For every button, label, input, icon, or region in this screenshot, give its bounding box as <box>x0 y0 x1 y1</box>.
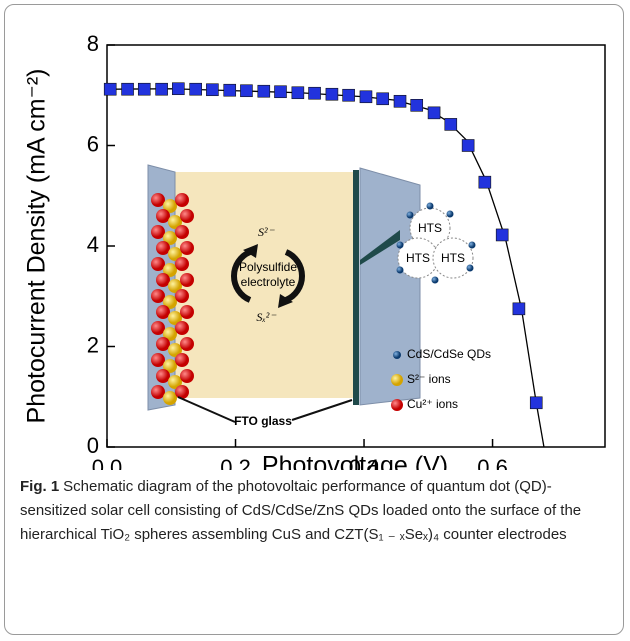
sphere <box>151 321 165 335</box>
figure-caption: Fig. 1Schematic diagram of the photovolt… <box>20 475 612 547</box>
sphere <box>163 391 177 405</box>
sphere <box>151 353 165 367</box>
legend-dot <box>393 351 401 359</box>
pointer <box>292 400 352 420</box>
y-tick-label: 2 <box>87 332 99 357</box>
legend-label: S²⁻ ions <box>407 372 451 386</box>
data-point <box>190 83 202 95</box>
sphere <box>156 369 170 383</box>
data-point <box>292 87 304 99</box>
sphere <box>180 337 194 351</box>
caption-label: Fig. 1 <box>20 478 59 495</box>
sphere <box>156 273 170 287</box>
data-point <box>360 91 372 103</box>
sphere <box>175 225 189 239</box>
data-point <box>428 107 440 119</box>
sphere <box>180 241 194 255</box>
electrolyte-label: Polysulfide <box>239 260 297 274</box>
sphere <box>175 385 189 399</box>
data-point <box>240 85 252 97</box>
data-point <box>530 397 542 409</box>
data-point <box>309 87 321 99</box>
schematic-inset: S²⁻ Polysulfide electrolyte Sₓ²⁻ HTS HTS… <box>148 165 491 428</box>
legend-dot <box>391 374 403 386</box>
electrolyte-label: electrolyte <box>241 275 296 289</box>
sphere <box>175 193 189 207</box>
sphere <box>175 289 189 303</box>
x-tick-label: 0.0 <box>92 455 123 470</box>
ion-label: S²⁻ <box>258 225 276 239</box>
ion-label: Sₓ²⁻ <box>256 310 277 324</box>
x-tick-label: 0.2 <box>220 455 251 470</box>
y-tick-label: 8 <box>87 31 99 56</box>
sphere <box>151 385 165 399</box>
sphere <box>156 337 170 351</box>
data-point <box>274 86 286 98</box>
sphere <box>156 209 170 223</box>
sphere <box>151 257 165 271</box>
data-point <box>343 89 355 101</box>
sphere <box>180 369 194 383</box>
data-point <box>104 83 116 95</box>
hts-label: HTS <box>418 221 442 235</box>
sphere <box>151 193 165 207</box>
data-point <box>445 118 457 130</box>
y-tick-label: 6 <box>87 131 99 156</box>
sphere <box>175 257 189 271</box>
sphere <box>175 353 189 367</box>
chart: S²⁻ Polysulfide electrolyte Sₓ²⁻ HTS HTS… <box>0 0 630 470</box>
pointer <box>178 397 235 422</box>
sphere <box>156 305 170 319</box>
data-point <box>172 83 184 95</box>
data-point <box>411 99 423 111</box>
legend-dot <box>391 399 403 411</box>
hts-label: HTS <box>406 251 430 265</box>
data-point <box>258 85 270 97</box>
sphere <box>151 225 165 239</box>
legend-label: Cu²⁺ ions <box>407 397 458 411</box>
glass-label: FTO glass <box>234 414 292 428</box>
counter-electrode <box>353 170 359 405</box>
data-point <box>224 84 236 96</box>
data-point <box>122 83 134 95</box>
sphere <box>156 241 170 255</box>
legend-label: CdS/CdSe QDs <box>407 347 491 361</box>
data-point <box>394 95 406 107</box>
sphere <box>180 305 194 319</box>
data-point <box>479 176 491 188</box>
sphere <box>175 321 189 335</box>
data-point <box>138 83 150 95</box>
sphere <box>180 209 194 223</box>
hts-label: HTS <box>441 251 465 265</box>
data-point <box>156 83 168 95</box>
y-axis-label: Photocurrent Density (mA cm⁻²) <box>23 69 51 424</box>
data-point <box>462 140 474 152</box>
data-point <box>496 229 508 241</box>
data-point <box>513 303 525 315</box>
y-tick-label: 4 <box>87 232 99 257</box>
data-point <box>206 84 218 96</box>
data-point <box>326 88 338 100</box>
sphere <box>151 289 165 303</box>
sphere <box>180 273 194 287</box>
caption-text: Schematic diagram of the photovoltaic pe… <box>20 478 581 543</box>
counter-glass <box>360 168 420 405</box>
data-point <box>377 93 389 105</box>
x-tick-label: 0.4 <box>349 455 380 470</box>
x-tick-label: 0.6 <box>477 455 508 470</box>
